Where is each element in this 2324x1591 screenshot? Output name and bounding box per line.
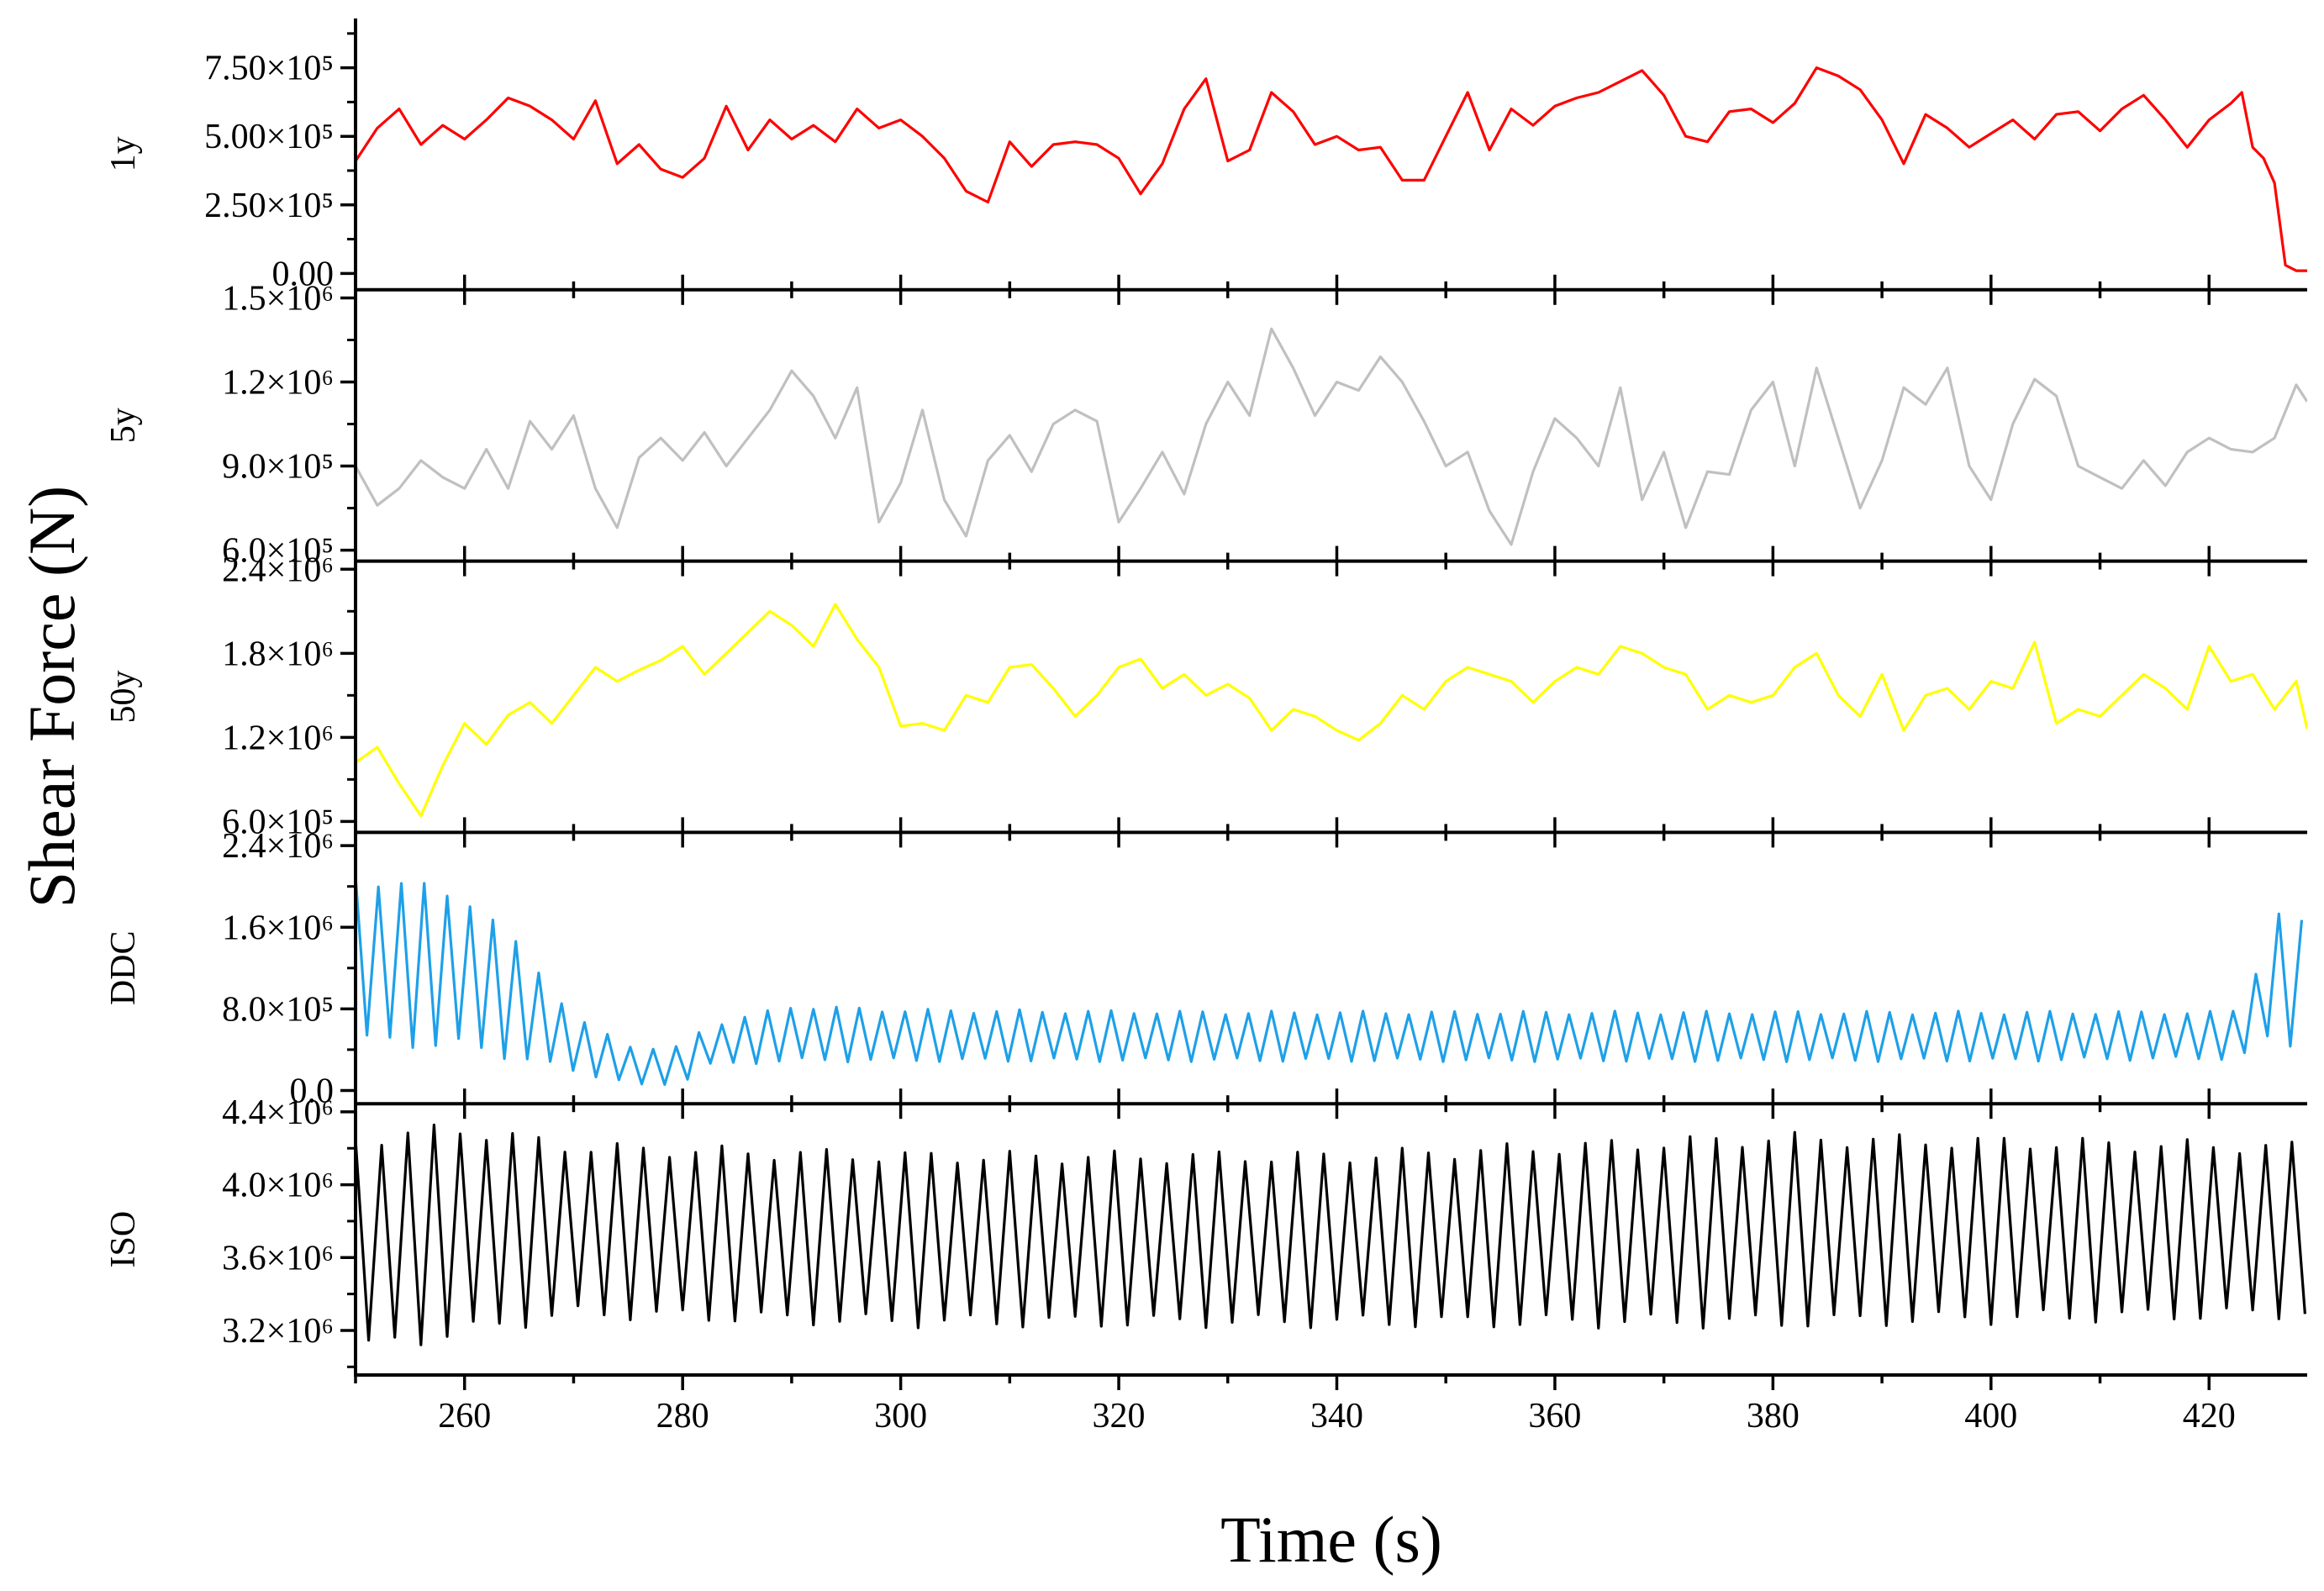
panel-label-50y: 50y — [104, 671, 143, 724]
x-tick-label: 260 — [438, 1397, 491, 1436]
y-tick-label: 0.00 — [272, 255, 335, 293]
y-tick-label: 1.2×10⁶ — [222, 364, 334, 403]
x-tick-label: 280 — [656, 1397, 709, 1436]
panel-ddc: 0.0 8.0×10⁵ 1.6×10⁶ 2.4×10⁶ DDC — [104, 827, 2307, 1119]
panel-label-1y: 1y — [104, 136, 143, 171]
y-tick-label: 9.0×10⁵ — [222, 448, 334, 487]
x-axis-title: Time (s) — [1220, 1503, 1442, 1576]
y-tick-label: 0.0 — [290, 1072, 335, 1110]
x-tick-label: 420 — [2183, 1397, 2236, 1436]
series-line-1y — [356, 66, 2307, 272]
y-tick-label: 3.6×10⁶ — [222, 1239, 334, 1278]
y-tick-label: 8.0×10⁵ — [222, 990, 334, 1029]
x-tick-label: 320 — [1093, 1397, 1146, 1436]
x-tick-label: 340 — [1310, 1397, 1363, 1436]
y-tick-label: 4.4×10⁶ — [222, 1093, 334, 1132]
series-line-ddc — [356, 876, 2304, 1086]
x-tick-label: 400 — [1964, 1397, 2017, 1436]
y-tick-label: 1.8×10⁶ — [222, 635, 334, 673]
series-line-50y — [356, 603, 2307, 818]
y-tick-label: 1.5×10⁶ — [222, 279, 334, 318]
y-tick-label: 5.00×10⁵ — [204, 118, 334, 156]
y-tick-label: 2.4×10⁶ — [222, 551, 334, 589]
y-tick-label: 1.2×10⁶ — [222, 719, 334, 757]
x-tick-label: 360 — [1528, 1397, 1581, 1436]
panel-1y: 0.00 2.50×10⁵ 5.00×10⁵ 7.50×10⁵ 1y — [104, 18, 2307, 305]
series-line-5y — [356, 327, 2307, 546]
y-axis-title: Shear Force (N) — [15, 486, 88, 908]
y-tick-label: 6.0×10⁵ — [222, 803, 334, 841]
y-tick-label: 6.0×10⁵ — [222, 532, 334, 571]
x-tick-label: 380 — [1747, 1397, 1800, 1436]
series-line-iso — [356, 1123, 2306, 1346]
x-tick-label: 300 — [874, 1397, 927, 1436]
y-tick-label: 1.6×10⁶ — [222, 909, 334, 947]
panel-label-5y: 5y — [104, 408, 143, 443]
y-tick-label: 3.2×10⁶ — [222, 1312, 334, 1351]
panel-50y: 6.0×10⁵ 1.2×10⁶ 1.8×10⁶ 2.4×10⁶ 50y — [104, 551, 2307, 848]
panel-label-iso: ISO — [104, 1211, 143, 1268]
y-tick-label: 7.50×10⁵ — [204, 50, 334, 88]
panel-label-ddc: DDC — [104, 930, 143, 1005]
panel-iso: 3.2×10⁶ 3.6×10⁶ 4.0×10⁶ 4.4×10⁶ ISO — [104, 1093, 2307, 1390]
y-tick-label: 4.0×10⁶ — [222, 1167, 334, 1205]
panel-5y: 6.0×10⁵ 9.0×10⁵ 1.2×10⁶ 1.5×10⁶ 5y — [104, 279, 2307, 577]
y-tick-label: 2.4×10⁶ — [222, 827, 334, 866]
chart-panels: 0.00 2.50×10⁵ 5.00×10⁵ 7.50×10⁵ 1y 6.0×10⁵ 9.0… — [104, 18, 2307, 1436]
y-tick-label: 2.50×10⁵ — [204, 187, 334, 225]
